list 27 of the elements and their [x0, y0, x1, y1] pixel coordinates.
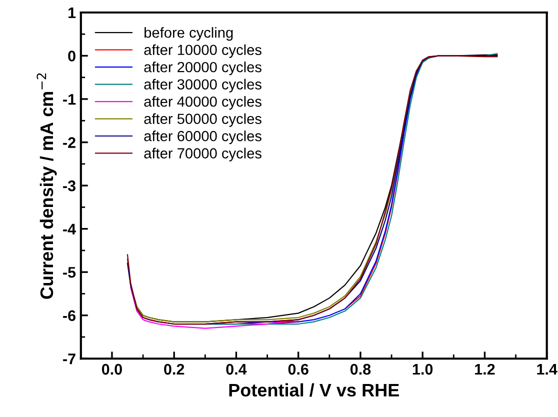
y-tick-label: -7	[63, 354, 76, 364]
legend-label: after 20000 cycles	[144, 62, 262, 76]
legend-label: after 40000 cycles	[144, 96, 262, 110]
y-tick-label: 1	[68, 8, 76, 18]
x-tick-label: 0.8	[350, 364, 371, 375]
x-axis-title: Potential / V vs RHE	[229, 383, 399, 397]
x-tick-label: 1.0	[412, 364, 433, 375]
y-tick-label: -6	[63, 310, 76, 322]
y-axis-title: Current density / mA cm$^{−2}$	[36, 73, 57, 299]
y-tick-label: 0	[68, 50, 76, 62]
y-tick-label: -2	[63, 137, 76, 148]
x-tick-label: 1.2	[475, 364, 495, 375]
legend-label: after 10000 cycles	[144, 44, 262, 58]
y-tick-label: -3	[63, 180, 76, 192]
x-tick-label: 0.4	[226, 364, 247, 375]
y-tick-label: -5	[63, 267, 76, 278]
y-tick-label: -1	[63, 94, 76, 105]
legend-label: after 60000 cycles	[144, 130, 262, 144]
legend-label: after 70000 cycles	[144, 148, 262, 162]
x-tick-label: 0.2	[164, 364, 184, 375]
x-tick-label: 0.0	[102, 364, 122, 375]
x-tick-label: 0.6	[288, 364, 308, 375]
legend-label: after 50000 cycles	[144, 113, 262, 127]
legend-label: after 30000 cycles	[144, 78, 262, 92]
x-tick-label: 1.4	[537, 364, 558, 375]
legend-label: before cycling	[144, 27, 233, 41]
y-tick-label: -4	[63, 224, 76, 234]
